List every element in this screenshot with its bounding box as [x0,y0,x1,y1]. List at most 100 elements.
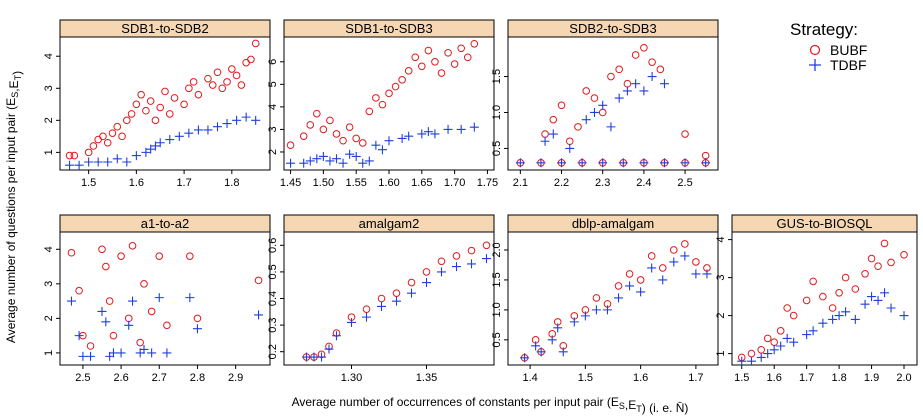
y-tick-label: 6 [267,59,279,65]
tdbf-point [658,275,668,285]
panel-title: dblp-amalgam [572,216,654,231]
bubf-point [407,278,416,287]
panel-title: SDB1-to-SDB3 [345,21,432,36]
panel-amalgam2: amalgam2 1.30 1.35 0.2 0.3 0.4 0.5 0.6 [267,214,495,384]
bubf-point [223,78,231,86]
bubf-point [89,142,98,150]
tdbf-point [193,125,203,135]
bubf-point [67,248,76,257]
bubf-point [232,71,241,80]
bubf-point [867,254,876,263]
bubf-point [137,90,145,99]
bubf-point [108,129,117,137]
bubf-point [574,123,582,131]
bubf-point [647,252,656,260]
tdbf-point [515,158,525,168]
tdbf-point [531,341,541,351]
bubf-point [557,101,566,110]
tdbf-point [397,133,407,143]
tdbf-point [84,157,94,167]
x-tick-label: 1.65 [411,177,432,189]
y-tick-label: 1.0 [491,105,503,120]
tdbf-point [591,305,601,315]
bubf-point [457,44,465,53]
tdbf-point [112,154,122,164]
tdbf-point [146,144,156,154]
y-tick-label: 5 [267,81,279,87]
bubf-point [463,53,472,62]
tdbf-point [669,257,679,267]
panel-sdb1-to-sdb2: SDB1-to-SDB2 1.5 1.6 1.7 1.8 1 2 3 4 [43,19,271,189]
bubf-point [128,242,137,250]
bubf-point [102,262,110,271]
tdbf-point [78,351,88,361]
tdbf-point [86,351,96,361]
tdbf-point [74,160,84,170]
tdbf-point [122,157,132,167]
tdbf-point [782,333,792,343]
tdbf-point [886,303,896,313]
x-tick-label: 2.5 [677,177,692,189]
bubf-point [136,338,144,347]
y-tick-label: 4 [43,53,55,59]
bubf-point [319,125,328,134]
tdbf-point [192,324,202,334]
tdbf-point [377,301,386,311]
bubf-point [615,65,623,74]
tdbf-point [606,122,616,132]
x-tick-label: 1.45 [280,177,301,189]
tdbf-point [557,158,567,168]
panel-title: a1-to-a2 [141,216,189,231]
legend-item-bubf: BUBF [809,42,867,58]
bubf-point [861,270,869,278]
tdbf-point [351,151,361,161]
x-tick-label: 1.7 [176,177,191,189]
bubf-point [127,110,136,118]
bubf-point [828,304,837,312]
bubf-point [345,123,354,131]
bubf-point [140,280,148,288]
bubf-point [251,39,260,48]
panel-title: GUS-to-BIOSQL [776,216,872,231]
bubf-point [326,116,334,125]
bubf-point [208,81,217,89]
bubf-point [118,132,126,141]
bubf-point [94,135,102,144]
tdbf-point [443,124,453,134]
tdbf-point [203,125,213,135]
tdbf-point [362,312,371,322]
bubf-point [770,338,778,347]
x-tick-label: 1.8 [224,177,239,189]
bubf-point [437,257,446,266]
x-axis-title: Average number of occurrences of constan… [292,395,689,415]
bubf-point [437,69,446,77]
x-tick-label: 2.1 [513,177,528,189]
tdbf-point [808,326,818,336]
y-tick-label: 0.2 [267,344,279,359]
bubf-point [204,74,212,83]
tdbf-point [899,311,909,321]
bubf-point [65,151,74,160]
y-tick-label: 0.5 [267,264,279,279]
tdbf-point [124,320,134,330]
y-tick-label: 0.5 [491,141,503,156]
bubf-point [631,51,640,59]
x-tick-label: 1.70 [444,177,465,189]
x-tick-label: 1.4 [522,372,537,384]
series-tdbf [66,293,264,361]
bubf-point [313,109,321,118]
bubf-point [819,292,827,301]
tdbf-point [540,136,550,146]
tdbf-point [241,112,251,122]
y-tick-label: 3 [267,126,279,132]
bubf-point [286,141,295,150]
bubf-point [146,97,155,105]
panel-sdb2-to-sdb3: SDB2-to-SDB3 2.1 2.2 2.3 2.4 2.5 0.5 1.0 1.5 [491,19,719,189]
bubf-point [123,116,131,125]
bubf-point [365,107,374,116]
tdbf-point [577,158,587,168]
bubf-point [444,48,452,57]
bubf-point [391,82,400,91]
tdbf-point [589,107,599,117]
bubf-point [450,60,459,68]
